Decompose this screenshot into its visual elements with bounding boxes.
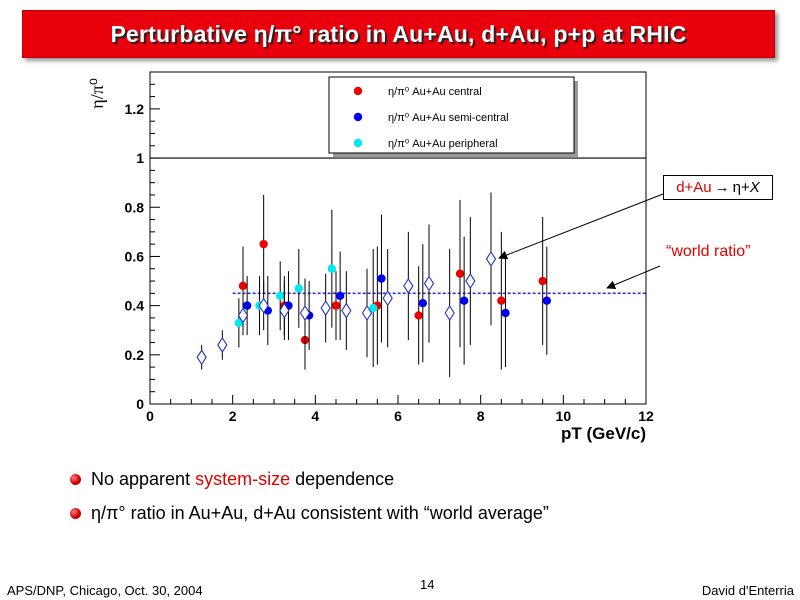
footer-left: APS/DNP, Chicago, Oct. 30, 2004 <box>7 583 203 598</box>
data-point-diamond <box>279 302 290 319</box>
data-point <box>538 276 547 286</box>
y-tick-label: 0.2 <box>125 347 145 363</box>
bullet-icon <box>70 473 81 485</box>
data-point-diamond <box>217 336 228 353</box>
data-point-diamond <box>423 275 435 292</box>
data-point <box>259 239 268 249</box>
data-point <box>242 301 252 310</box>
bullet-icon <box>70 507 81 519</box>
bullet-text-2: η/π° ratio in Au+Au, d+Au consistent wit… <box>91 502 549 523</box>
data-point <box>331 301 341 310</box>
data-point <box>335 291 345 300</box>
y-tick-label: 0.4 <box>125 298 145 314</box>
data-point-diamond <box>196 349 207 366</box>
data-point <box>238 281 248 291</box>
legend-marker <box>353 86 363 96</box>
legend-label: η/π⁰ Au+Au peripheral <box>388 138 498 150</box>
bullet-item: η/π° ratio in Au+Au, d+Au consistent wit… <box>70 496 549 530</box>
annotation-eta: η+ <box>732 179 750 196</box>
data-point <box>542 296 551 305</box>
data-point-diamond <box>485 250 497 267</box>
data-point <box>501 308 510 318</box>
data-point <box>418 298 427 308</box>
bullet-text-1-post: dependence <box>290 468 395 489</box>
data-point <box>294 284 303 293</box>
y-axis-label: η/π⁰ <box>87 78 107 109</box>
y-tick-label: 0.8 <box>125 199 145 215</box>
world-arrow <box>606 265 661 290</box>
legend-marker <box>353 138 363 148</box>
x-axis-label: pT (GeV/c) <box>561 424 646 443</box>
data-point-diamond <box>237 307 249 324</box>
legend-label: η/π⁰ Au+Au central <box>388 86 482 98</box>
data-point <box>414 311 423 320</box>
x-tick-label: 12 <box>638 408 654 424</box>
data-point-diamond <box>361 304 373 322</box>
data-point <box>369 303 378 313</box>
data-point <box>327 264 337 273</box>
data-point-diamond <box>341 302 352 319</box>
data-point-diamond <box>299 304 311 322</box>
data-point <box>377 274 386 283</box>
data-point-diamond <box>320 300 331 317</box>
data-point-diamond <box>382 290 393 307</box>
x-tick-label: 6 <box>394 408 402 424</box>
bullet-text-1-pre: No apparent <box>91 468 196 489</box>
data-point <box>497 296 506 305</box>
data-point-diamond <box>258 297 269 314</box>
x-tick-label: 0 <box>146 408 154 424</box>
bullet-list: No apparent system-size dependence η/π° … <box>70 462 549 530</box>
annotation-arrow: → <box>714 179 730 196</box>
y-tick-label: 1.2 <box>125 101 145 117</box>
x-tick-label: 4 <box>311 408 319 424</box>
data-point-diamond <box>465 273 476 290</box>
annotation-x: X <box>749 179 760 196</box>
annotation-box: d+Au → η+ X <box>663 175 773 200</box>
y-tick-label: 0 <box>136 396 144 412</box>
data-point <box>459 296 469 305</box>
title-bar: Perturbative η/π° ratio in Au+Au, d+Au, … <box>22 10 775 58</box>
y-tick-label: 0.6 <box>125 248 145 264</box>
footer-right: David d'Enterria <box>701 583 794 598</box>
x-tick-label: 2 <box>229 408 237 424</box>
dau-arrow <box>498 193 664 260</box>
bullet-item: No apparent system-size dependence <box>70 462 549 496</box>
data-point <box>455 269 465 278</box>
data-point-diamond <box>403 277 414 294</box>
y-tick-label: 1 <box>136 150 144 166</box>
legend-label: η/π⁰ Au+Au semi-central <box>388 112 509 124</box>
x-tick-label: 8 <box>477 408 485 424</box>
legend-marker <box>353 112 363 122</box>
data-point <box>234 318 244 328</box>
data-point-diamond <box>444 304 455 322</box>
legend-box <box>328 76 575 154</box>
page-number: 14 <box>420 577 435 592</box>
world-ratio-label: “world ratio” <box>666 243 751 260</box>
annotation-dau: d+Au <box>676 179 712 196</box>
bullet-text-1-highlight: system-size <box>195 468 291 489</box>
slide-title: Perturbative η/π° ratio in Au+Au, d+Au, … <box>110 20 687 47</box>
data-point <box>276 291 285 300</box>
x-tick-label: 10 <box>556 408 572 424</box>
